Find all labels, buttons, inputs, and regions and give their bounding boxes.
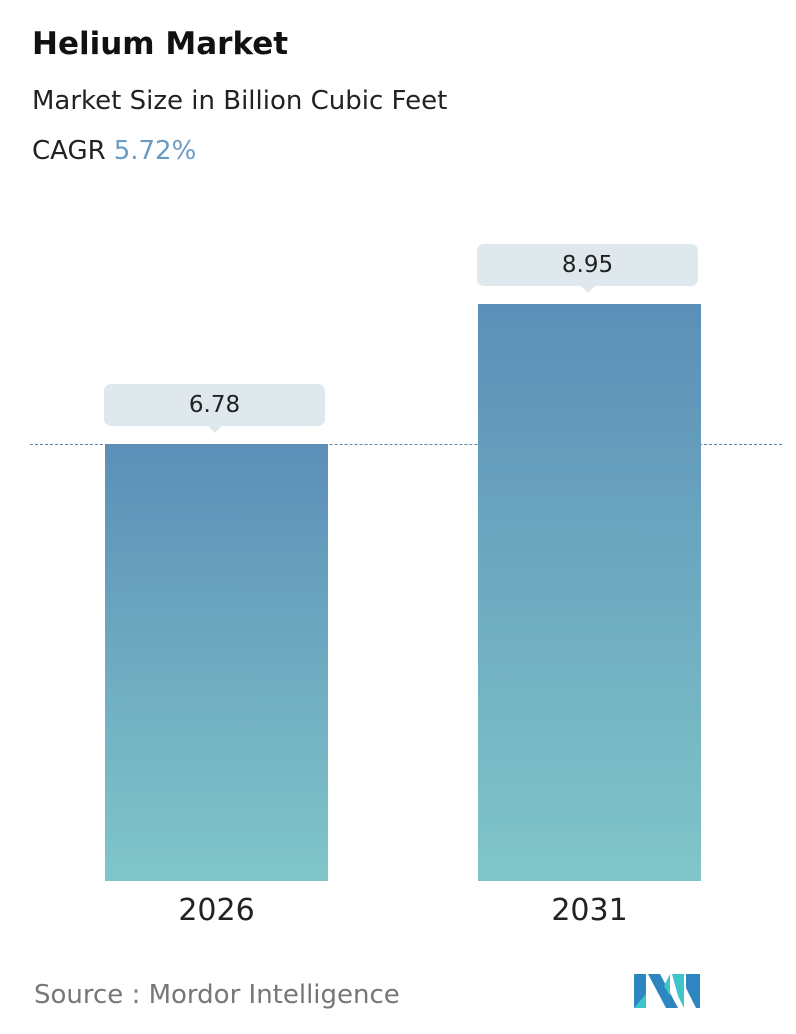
bar-2026 <box>105 444 328 881</box>
cagr: CAGR 5.72% <box>32 136 196 166</box>
x-tick-label: 2026 <box>178 893 255 928</box>
x-tick-label: 2031 <box>551 893 628 928</box>
source-text: Source : Mordor Intelligence <box>34 980 400 1010</box>
data-label: 6.78 <box>104 384 325 434</box>
cagr-value: 5.72% <box>113 136 197 166</box>
cagr-label: CAGR <box>32 136 106 166</box>
data-label: 8.95 <box>477 244 698 294</box>
bar-2031 <box>478 304 701 881</box>
mordor-intelligence-logo <box>634 974 700 1012</box>
reference-line <box>30 444 782 446</box>
chart-title: Helium Market <box>32 26 289 62</box>
chart-subtitle: Market Size in Billion Cubic Feet <box>32 86 448 116</box>
